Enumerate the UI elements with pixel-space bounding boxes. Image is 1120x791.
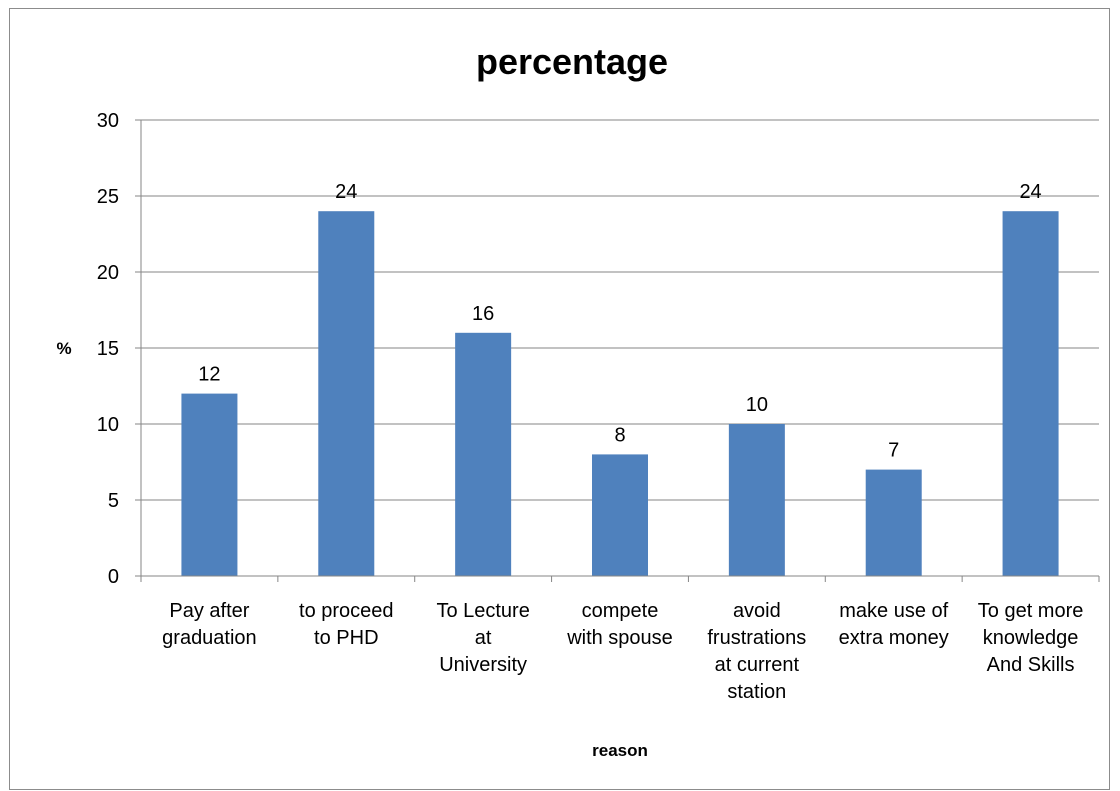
- bars: [181, 211, 1059, 576]
- x-axis: [140, 120, 1100, 582]
- category-label-line: graduation: [162, 627, 257, 649]
- category-label-line: extra money: [839, 627, 949, 649]
- chart-title: percentage: [476, 41, 668, 82]
- bar: [1002, 211, 1059, 576]
- category-label-line: frustrations: [707, 627, 806, 649]
- data-label: 24: [1019, 181, 1041, 203]
- y-tick-label: 10: [97, 414, 119, 436]
- data-label: 16: [472, 303, 494, 325]
- data-label: 12: [198, 364, 220, 386]
- category-label-line: with spouse: [566, 627, 673, 649]
- bar: [728, 424, 785, 576]
- category-label-line: avoid: [733, 600, 781, 622]
- bar: [592, 454, 648, 576]
- category-label-line: Pay after: [169, 600, 249, 622]
- category-label-line: compete: [582, 600, 659, 622]
- category-label-line: at: [475, 627, 492, 649]
- category-label: To Lecture at University: [436, 600, 529, 676]
- category-label: to proceed to PHD: [299, 600, 394, 649]
- category-labels: Pay after graduation to proceed to PHD To Le…: [162, 600, 1083, 703]
- bar: [865, 469, 922, 576]
- y-tick-label: 20: [97, 262, 119, 284]
- category-label-line: knowledge: [983, 627, 1079, 649]
- category-label-line: make use of: [839, 600, 948, 622]
- category-label: make use of extra money: [839, 600, 949, 649]
- gridlines: [141, 119, 1099, 501]
- category-label: Pay after graduation: [162, 600, 257, 649]
- category-label: avoid frustrations at current station: [707, 600, 806, 703]
- data-label: 8: [614, 424, 625, 446]
- category-label-line: at current: [715, 654, 800, 676]
- category-label-line: to PHD: [314, 627, 378, 649]
- category-label-line: to proceed: [299, 600, 394, 622]
- bar: [181, 393, 238, 576]
- y-tick-label: 5: [108, 490, 119, 512]
- y-axis-title: %: [56, 339, 71, 358]
- bar: [318, 211, 375, 576]
- data-labels: 12 24 16 8 10 7 24: [198, 181, 1041, 461]
- y-tick-label: 0: [108, 566, 119, 588]
- category-label-line: station: [727, 681, 786, 703]
- category-label: compete with spouse: [566, 600, 673, 649]
- y-axis-ticks: 0 5 10 15 20 25 30: [97, 110, 141, 588]
- data-label: 7: [888, 440, 899, 462]
- category-label-line: University: [439, 654, 527, 676]
- category-label-line: To get more: [978, 600, 1084, 622]
- x-axis-title: reason: [592, 741, 648, 760]
- category-label-line: To Lecture: [436, 600, 529, 622]
- category-label: To get more knowledge And Skills: [978, 600, 1084, 676]
- bar: [455, 332, 512, 576]
- y-tick-label: 30: [97, 110, 119, 132]
- y-tick-label: 25: [97, 186, 119, 208]
- data-label: 10: [746, 394, 768, 416]
- y-tick-label: 15: [97, 338, 119, 360]
- data-label: 24: [335, 181, 357, 203]
- category-label-line: And Skills: [987, 654, 1075, 676]
